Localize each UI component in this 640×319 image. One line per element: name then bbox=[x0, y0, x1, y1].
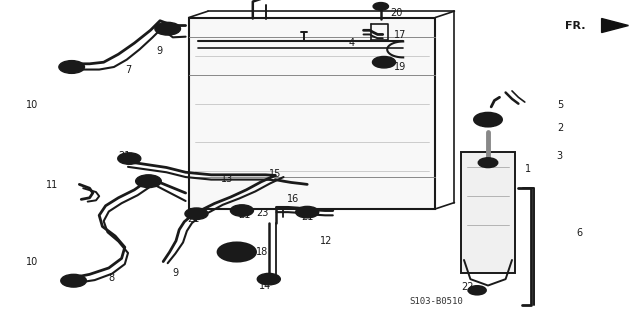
Text: 9: 9 bbox=[173, 268, 179, 278]
Circle shape bbox=[123, 155, 136, 162]
Circle shape bbox=[59, 61, 84, 73]
Circle shape bbox=[373, 3, 388, 10]
Text: 21: 21 bbox=[118, 151, 131, 161]
Circle shape bbox=[155, 22, 180, 35]
Bar bbox=[189, 18, 435, 209]
Circle shape bbox=[262, 276, 275, 282]
Circle shape bbox=[257, 273, 280, 285]
Circle shape bbox=[218, 242, 256, 262]
Circle shape bbox=[118, 153, 141, 164]
Circle shape bbox=[296, 206, 319, 218]
Text: 22: 22 bbox=[461, 282, 474, 292]
Text: S103-B0510: S103-B0510 bbox=[410, 297, 463, 306]
Circle shape bbox=[61, 274, 86, 287]
Circle shape bbox=[236, 207, 248, 214]
Circle shape bbox=[67, 277, 81, 284]
Text: 14: 14 bbox=[259, 280, 271, 291]
Text: 17: 17 bbox=[394, 30, 406, 40]
Text: 23: 23 bbox=[256, 208, 268, 218]
Text: 21: 21 bbox=[301, 212, 313, 222]
Circle shape bbox=[378, 59, 390, 65]
Text: 3: 3 bbox=[557, 151, 563, 161]
Circle shape bbox=[161, 25, 175, 32]
Circle shape bbox=[65, 63, 79, 70]
Circle shape bbox=[185, 208, 208, 219]
Text: 15: 15 bbox=[269, 169, 281, 179]
Text: 13: 13 bbox=[221, 174, 233, 184]
Bar bbox=[461, 152, 515, 273]
Text: 20: 20 bbox=[390, 8, 403, 18]
Text: 5: 5 bbox=[557, 100, 563, 110]
Text: 4: 4 bbox=[349, 38, 355, 48]
Circle shape bbox=[482, 116, 494, 123]
Circle shape bbox=[230, 205, 253, 216]
Text: 10: 10 bbox=[26, 256, 38, 267]
Text: 19: 19 bbox=[394, 62, 406, 72]
Circle shape bbox=[468, 286, 486, 295]
Text: 21: 21 bbox=[239, 210, 251, 220]
Text: 8: 8 bbox=[109, 272, 115, 283]
Text: FR.: FR. bbox=[565, 20, 586, 31]
Text: 2: 2 bbox=[557, 122, 563, 133]
Circle shape bbox=[141, 178, 156, 185]
Text: 9: 9 bbox=[157, 46, 163, 56]
Circle shape bbox=[190, 211, 203, 217]
Circle shape bbox=[474, 113, 502, 127]
Circle shape bbox=[378, 5, 384, 8]
Text: 21: 21 bbox=[188, 213, 200, 224]
Polygon shape bbox=[602, 19, 628, 33]
Text: 12: 12 bbox=[320, 236, 332, 246]
Circle shape bbox=[372, 56, 396, 68]
Text: 11: 11 bbox=[46, 180, 58, 190]
Text: 10: 10 bbox=[26, 100, 38, 110]
Circle shape bbox=[301, 209, 314, 215]
Text: 16: 16 bbox=[287, 194, 299, 204]
Circle shape bbox=[136, 175, 161, 188]
Text: 6: 6 bbox=[576, 228, 582, 238]
Circle shape bbox=[232, 249, 242, 255]
Text: 18: 18 bbox=[256, 247, 268, 257]
Circle shape bbox=[225, 246, 248, 258]
Circle shape bbox=[479, 158, 498, 167]
Text: 1: 1 bbox=[525, 164, 531, 174]
Text: 7: 7 bbox=[125, 65, 131, 75]
